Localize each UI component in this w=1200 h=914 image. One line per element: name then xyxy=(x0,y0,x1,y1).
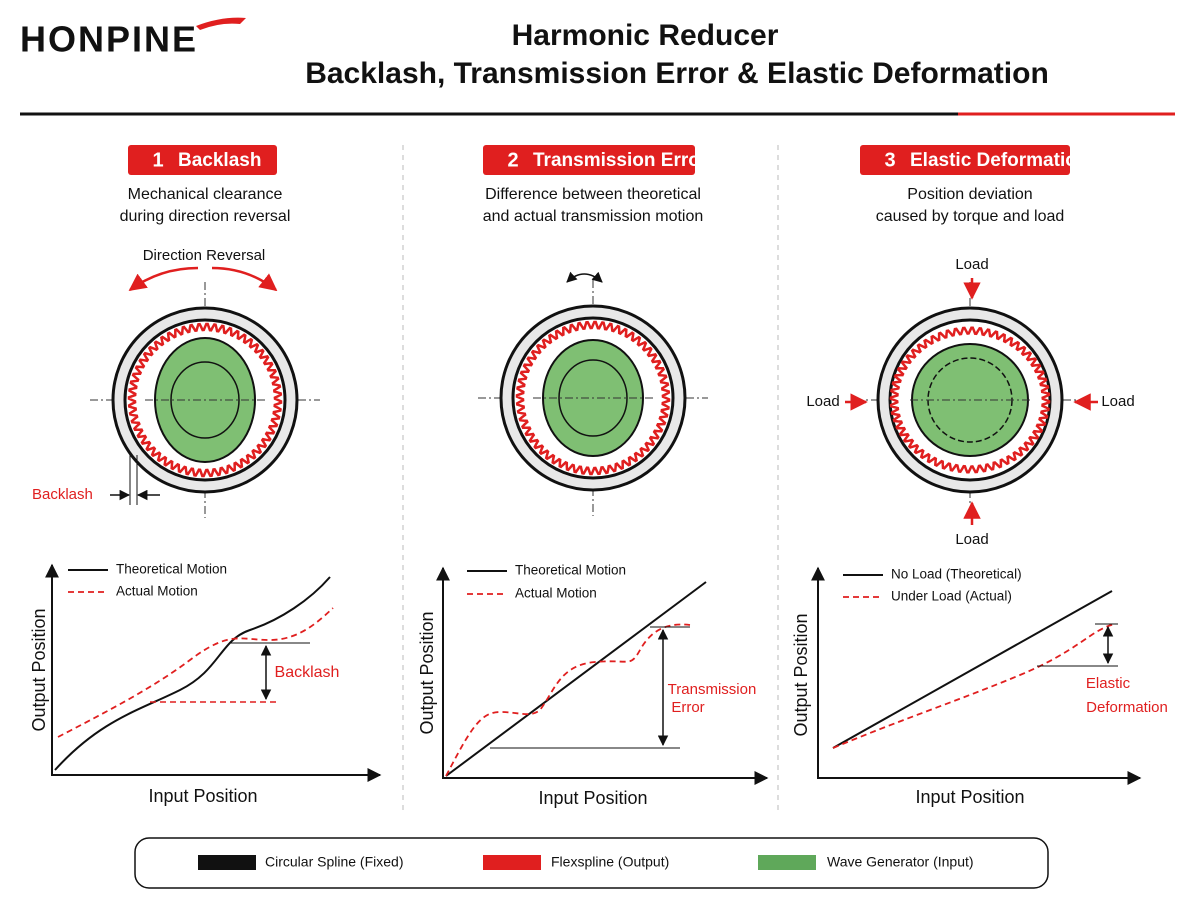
diagram-label: Load xyxy=(806,393,839,410)
y-axis-label: Output Position xyxy=(791,613,811,736)
rotation-arrow xyxy=(566,271,603,283)
reversal-arrow xyxy=(128,266,199,292)
badge-heading: Transmission Error xyxy=(533,150,708,171)
actual-curve xyxy=(832,623,1116,749)
graph-annotation: Elastic xyxy=(1086,675,1131,692)
reversal-arrow xyxy=(211,266,278,292)
legend-swatch xyxy=(758,855,816,870)
graph-annotation: Error xyxy=(671,699,704,716)
y-axis-label: Output Position xyxy=(417,611,437,734)
x-axis-label: Input Position xyxy=(148,786,257,806)
badge-heading: Elastic Deformation xyxy=(910,150,1088,171)
legend-label: Circular Spline (Fixed) xyxy=(265,854,403,870)
graph-annotation: Transmission xyxy=(668,681,757,698)
description: Difference between theoretical xyxy=(485,186,701,203)
graph-annotation: Backlash xyxy=(275,664,340,681)
x-axis-label: Input Position xyxy=(915,787,1024,807)
graph-legend: No Load (Theoretical) xyxy=(891,567,1022,582)
badge-number: 2 xyxy=(507,149,518,171)
diagram-label: Load xyxy=(955,531,988,548)
logo-swoosh xyxy=(196,17,246,30)
title: Harmonic Reducer xyxy=(512,19,779,52)
legend-label: Flexspline (Output) xyxy=(551,854,669,870)
theoretical-curve xyxy=(832,590,1113,749)
bearing xyxy=(170,361,240,439)
graph-legend: Theoretical Motion xyxy=(515,563,626,578)
actual-curve xyxy=(57,607,334,738)
graph-legend: Under Load (Actual) xyxy=(891,589,1012,604)
diagram-label: Load xyxy=(955,256,988,273)
badge xyxy=(483,145,695,175)
legend-swatch xyxy=(198,855,256,870)
bearing xyxy=(558,359,628,437)
badge-heading: Backlash xyxy=(178,150,261,171)
x-axis-label: Input Position xyxy=(538,788,647,808)
graph-annotation: Deformation xyxy=(1086,699,1168,716)
description: caused by torque and load xyxy=(876,208,1065,225)
actual-curve xyxy=(445,623,691,777)
legend-swatch xyxy=(483,855,541,870)
description: Mechanical clearance xyxy=(128,186,283,203)
diagram-label: Direction Reversal xyxy=(143,247,266,264)
description: during direction reversal xyxy=(120,208,291,225)
description: and actual transmission motion xyxy=(483,208,704,225)
axes xyxy=(811,566,1142,785)
legend-box xyxy=(134,837,1049,889)
badge-number: 3 xyxy=(884,149,895,171)
graph-legend: Theoretical Motion xyxy=(116,562,227,577)
logo: HONPINE xyxy=(20,19,198,60)
badge xyxy=(860,145,1070,175)
axes xyxy=(45,563,382,782)
axes xyxy=(436,566,769,785)
badge xyxy=(128,145,277,175)
badge-number: 1 xyxy=(152,149,163,171)
diagram-label: Backlash xyxy=(32,486,93,503)
graph-legend: Actual Motion xyxy=(116,584,198,599)
graph-legend: Actual Motion xyxy=(515,586,597,601)
theoretical-curve xyxy=(54,576,331,771)
theoretical-curve xyxy=(445,581,707,777)
title: Backlash, Transmission Error & Elastic D… xyxy=(305,57,1049,90)
diagram-label: Load xyxy=(1101,393,1134,410)
legend-label: Wave Generator (Input) xyxy=(827,854,974,870)
description: Position deviation xyxy=(907,186,1032,203)
y-axis-label: Output Position xyxy=(29,608,49,731)
